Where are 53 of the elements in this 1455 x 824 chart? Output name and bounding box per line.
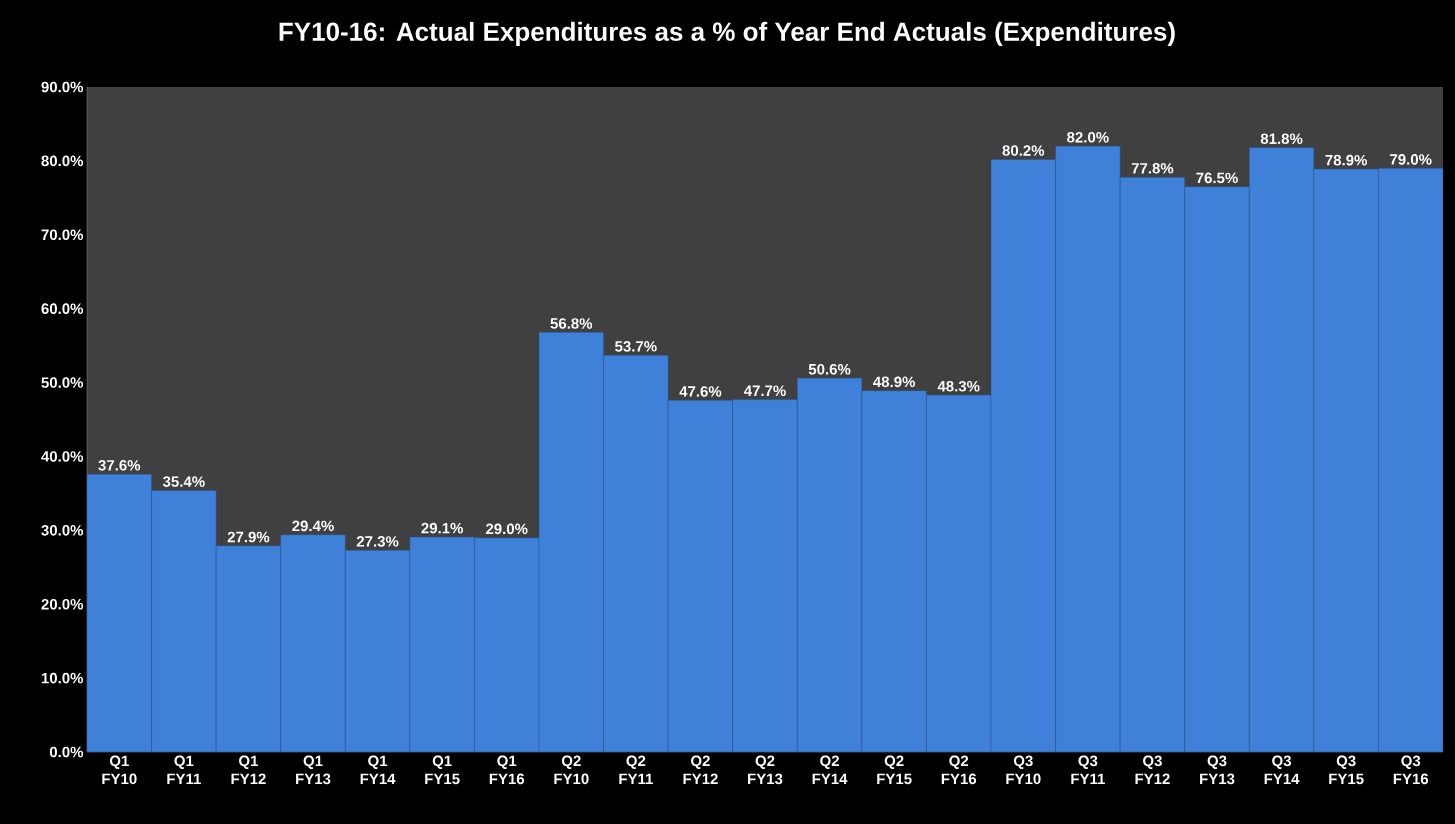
y-tick-label: 10.0% [41,672,84,684]
x-tick-label: Q2 FY13 [748,755,783,785]
data-label: 35.4% [162,476,205,487]
data-label: 80.2% [1002,145,1045,156]
data-label: 77.8% [1131,162,1174,174]
x-tick-label: Q3 FY16 [1393,755,1429,785]
data-label: 53.7% [615,341,657,352]
x-tick-label: Q1 FY15 [425,755,460,785]
data-label: 47.7% [743,385,786,397]
data-label: 48.3% [937,380,980,392]
x-tick-label: Q2 FY10 [554,755,589,785]
data-label: 29.1% [421,522,464,534]
data-label: 29.4% [292,520,334,532]
data-label: 27.3% [356,536,399,547]
data-label: 27.9% [227,531,270,543]
x-tick-label: Q3 FY11 [1071,755,1105,785]
x-tick-label: Q3 FY10 [1006,755,1041,785]
data-label: 37.6% [98,460,141,471]
x-tick-label: Q2 FY16 [941,755,977,785]
data-label: 48.9% [873,376,916,388]
x-tick-label: Q1 FY14 [360,755,396,785]
x-tick-label: Q1 FY10 [102,755,137,785]
y-tick-label: 40.0% [41,451,84,462]
data-label: 76.5% [1196,172,1238,184]
y-tick-label: 50.0% [41,377,84,388]
x-tick-label: Q2 FY11 [619,755,653,785]
x-tick-label: Q2 FY15 [877,755,912,785]
chart-title: FY10-16: Actual Expenditures as a % of Year End Actuals (Expenditures) [279,21,1175,47]
data-label: 79.0% [1390,154,1432,165]
x-tick-label: Q1 FY13 [296,755,331,785]
data-label: 81.8% [1260,133,1303,145]
y-tick-label: 70.0% [41,229,84,241]
y-tick-label: 0.0% [49,746,84,758]
y-tick-label: 90.0% [41,81,84,93]
x-tick-label: Q3 FY14 [1264,755,1300,785]
x-tick-label: Q1 FY16 [489,755,525,785]
x-tick-label: Q3 FY13 [1200,755,1235,785]
data-label: 50.6% [808,363,851,375]
x-tick-label: Q2 FY12 [683,755,718,785]
y-tick-label: 60.0% [41,303,84,314]
x-tick-label: Q2 FY14 [812,755,848,785]
x-tick-label: Q1 FY12 [231,755,266,785]
y-tick-label: 20.0% [41,598,84,610]
y-tick-label: 30.0% [41,525,84,536]
x-tick-label: Q3 FY12 [1135,755,1170,785]
data-label: 29.0% [485,523,528,535]
x-tick-label: Q3 FY15 [1329,755,1364,785]
data-label: 47.6% [679,386,722,397]
x-tick-label: Q1 FY11 [167,755,201,785]
data-label: 82.0% [1067,131,1109,143]
data-label: 56.8% [550,318,593,329]
data-label: 78.9% [1325,154,1368,166]
y-tick-label: 80.0% [41,155,84,167]
